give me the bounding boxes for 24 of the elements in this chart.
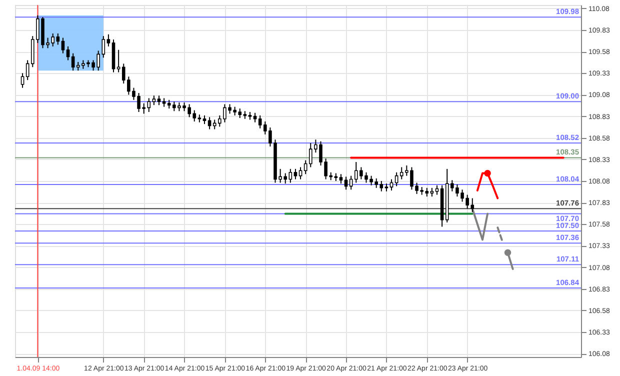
candlestick	[61, 37, 65, 54]
candlestick	[288, 168, 292, 184]
candlestick	[349, 175, 353, 190]
candlestick	[339, 174, 343, 184]
candlestick	[390, 178, 394, 191]
candlestick	[394, 172, 398, 187]
candlestick	[304, 160, 308, 175]
candlestick	[258, 114, 262, 129]
candlestick	[298, 166, 302, 180]
candlestick	[106, 34, 110, 47]
candlestick	[435, 184, 439, 196]
candlestick	[66, 46, 70, 61]
candlestick	[380, 180, 384, 192]
candlestick	[344, 176, 348, 190]
candlestick	[102, 36, 106, 58]
candlestick	[20, 72, 24, 88]
candlestick	[71, 52, 75, 72]
candlestick	[157, 95, 161, 106]
candlestick	[116, 49, 120, 73]
candlestick	[26, 60, 30, 81]
candlestick	[253, 112, 257, 123]
candlestick	[208, 116, 212, 130]
candlestick	[56, 32, 60, 46]
candlestick	[152, 95, 156, 106]
